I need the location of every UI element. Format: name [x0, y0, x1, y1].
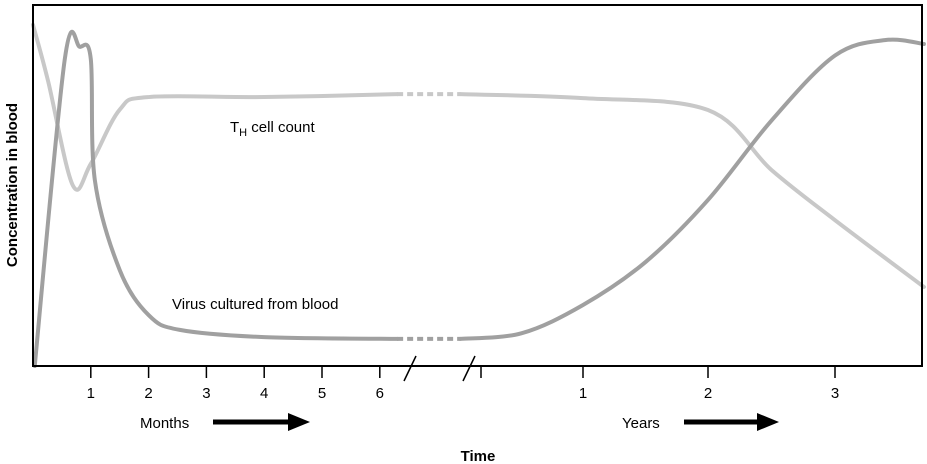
years-label: Years	[622, 415, 660, 432]
years-arrow-icon	[684, 413, 779, 431]
x-axis-label: Time	[461, 448, 496, 464]
virus-cultured-line-months	[32, 29, 400, 368]
virus-series-label: Virus cultured from blood	[172, 296, 338, 313]
year-tick-label: 1	[579, 385, 587, 402]
curves	[31, 22, 926, 368]
th-cell-count-line-months	[31, 22, 400, 192]
axis-break-mark	[403, 355, 417, 382]
month-tick-label: 6	[376, 385, 384, 402]
virus-cultured-line-years	[458, 37, 926, 341]
th-cell-count-line-years	[458, 92, 926, 289]
year-tick-label: 2	[704, 385, 712, 402]
month-tick-label: 3	[202, 385, 210, 402]
month-tick-label: 1	[87, 385, 95, 402]
year-tick-label: 3	[831, 385, 839, 402]
axis-break-mark	[462, 355, 476, 382]
month-tick-label: 5	[318, 385, 326, 402]
month-tick-label: 4	[260, 385, 268, 402]
th-series-label: TH cell count	[230, 119, 315, 139]
month-tick-label: 2	[144, 385, 152, 402]
months-label: Months	[140, 415, 189, 432]
months-arrow-icon	[213, 413, 310, 431]
x-ticks: 1 2 3 4 5 6 1 2 3	[87, 366, 839, 402]
plot-frame	[32, 4, 923, 367]
y-axis-label: Concentration in blood	[4, 103, 21, 267]
